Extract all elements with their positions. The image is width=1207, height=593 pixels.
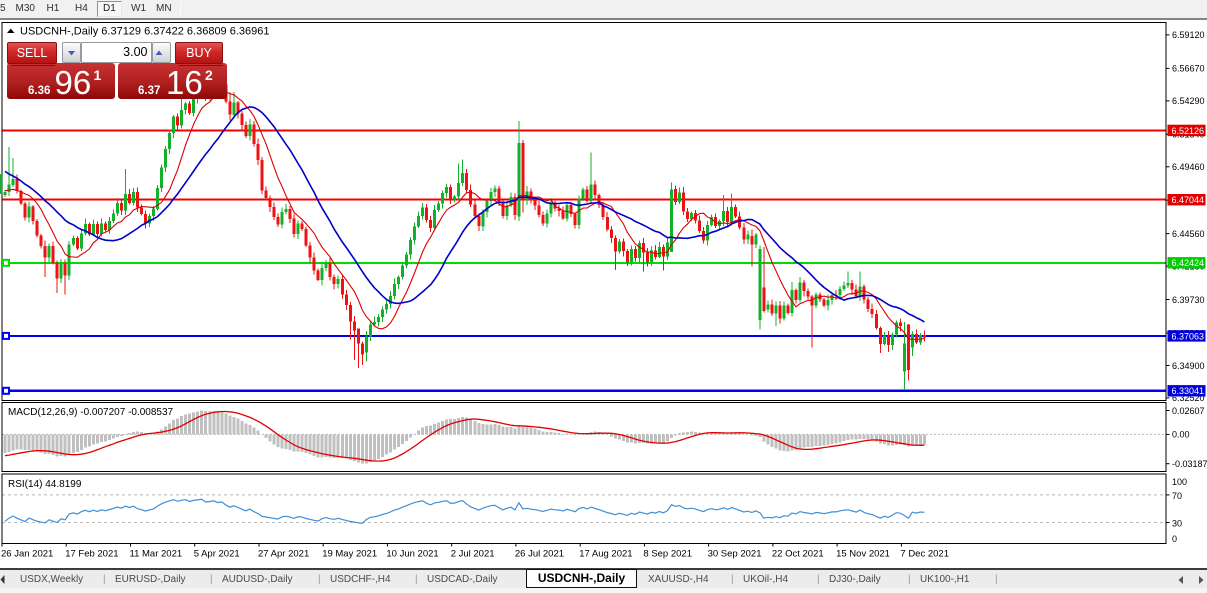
svg-text:10 Jun 2021: 10 Jun 2021 [386, 549, 438, 560]
svg-text:6.59120: 6.59120 [1172, 30, 1205, 40]
svg-text:15 Nov 2021: 15 Nov 2021 [836, 549, 890, 560]
svg-text:6.44560: 6.44560 [1172, 229, 1205, 239]
svg-text:6.37063: 6.37063 [1172, 331, 1205, 341]
svg-text:0.00: 0.00 [1172, 430, 1190, 440]
svg-text:22 Oct 2021: 22 Oct 2021 [772, 549, 824, 560]
svg-text:19 May 2021: 19 May 2021 [322, 549, 377, 560]
svg-text:6.39730: 6.39730 [1172, 295, 1205, 305]
svg-text:6.49460: 6.49460 [1172, 162, 1205, 172]
svg-text:6.56670: 6.56670 [1172, 64, 1205, 74]
svg-text:-0.03187: -0.03187 [1172, 459, 1207, 469]
svg-text:5 Apr 2021: 5 Apr 2021 [194, 549, 240, 560]
svg-text:2 Jul 2021: 2 Jul 2021 [451, 549, 495, 560]
svg-text:26 Jul 2021: 26 Jul 2021 [515, 549, 564, 560]
svg-text:17 Aug 2021: 17 Aug 2021 [579, 549, 632, 560]
svg-text:30 Sep 2021: 30 Sep 2021 [708, 549, 762, 560]
svg-text:0.02607: 0.02607 [1172, 406, 1205, 416]
svg-text:70: 70 [1172, 491, 1182, 501]
svg-text:6.34900: 6.34900 [1172, 361, 1205, 371]
svg-text:RSI(14) 44.8199: RSI(14) 44.8199 [8, 479, 82, 490]
svg-text:6.52126: 6.52126 [1172, 126, 1205, 136]
svg-text:30: 30 [1172, 518, 1182, 528]
svg-text:27 Apr 2021: 27 Apr 2021 [258, 549, 309, 560]
svg-text:6.32520: 6.32520 [1172, 393, 1205, 403]
svg-text:6.47044: 6.47044 [1172, 195, 1205, 205]
svg-text:6.33041: 6.33041 [1172, 386, 1205, 396]
svg-text:6.54290: 6.54290 [1172, 96, 1205, 106]
svg-text:11 Mar 2021: 11 Mar 2021 [130, 549, 183, 560]
svg-text:0: 0 [1172, 534, 1177, 544]
svg-text:17 Feb 2021: 17 Feb 2021 [65, 549, 118, 560]
svg-text:7 Dec 2021: 7 Dec 2021 [900, 549, 949, 560]
svg-text:100: 100 [1172, 477, 1187, 487]
svg-text:26 Jan 2021: 26 Jan 2021 [1, 549, 53, 560]
svg-text:USDCNH-,Daily 6.37129 6.37422: USDCNH-,Daily 6.37129 6.37422 6.36809 6.… [20, 26, 270, 38]
svg-text:MACD(12,26,9) -0.007207 -0.008: MACD(12,26,9) -0.007207 -0.008537 [8, 407, 174, 418]
svg-text:6.42424: 6.42424 [1172, 258, 1205, 268]
svg-text:8 Sep 2021: 8 Sep 2021 [643, 549, 692, 560]
